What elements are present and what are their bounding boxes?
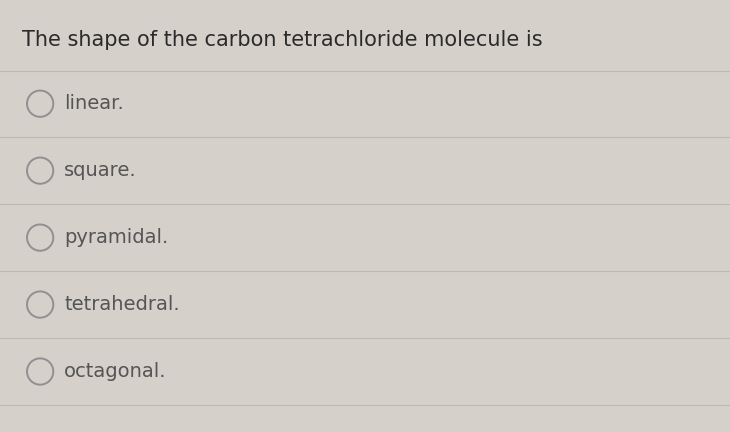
Text: pyramidal.: pyramidal. xyxy=(64,228,169,247)
Text: octagonal.: octagonal. xyxy=(64,362,166,381)
Text: The shape of the carbon tetrachloride molecule is: The shape of the carbon tetrachloride mo… xyxy=(22,30,542,50)
Text: square.: square. xyxy=(64,161,137,180)
Text: linear.: linear. xyxy=(64,94,124,113)
Text: tetrahedral.: tetrahedral. xyxy=(64,295,180,314)
